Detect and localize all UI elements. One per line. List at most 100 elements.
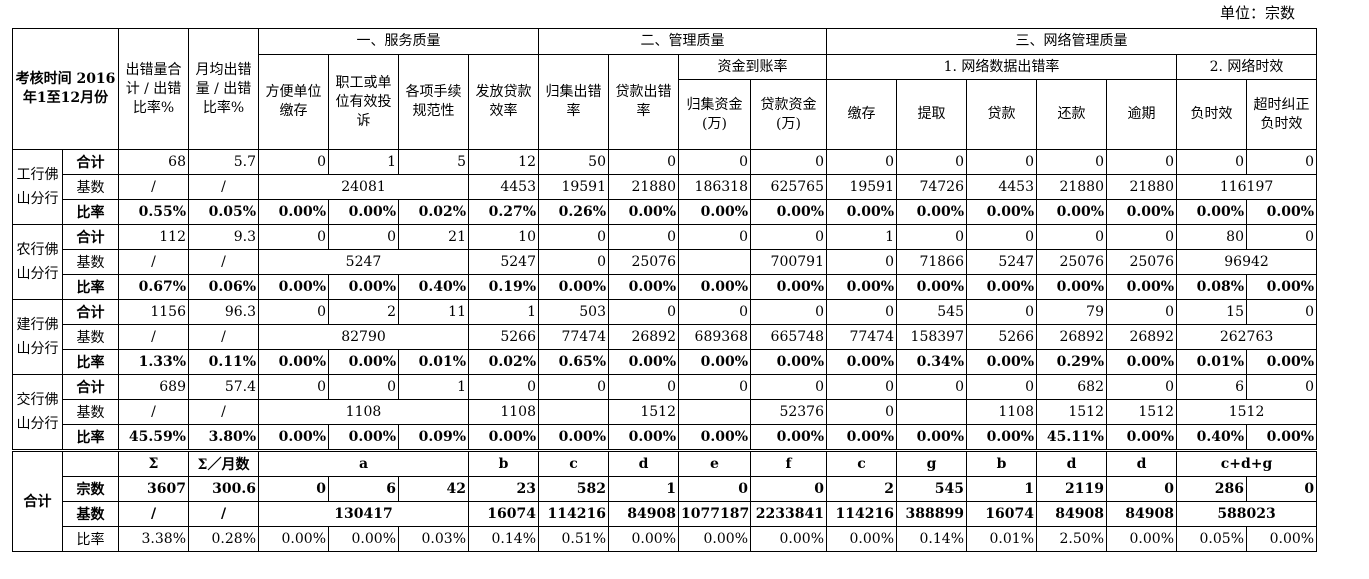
- table-cell: 26892: [608, 324, 679, 350]
- table-cell: 625765: [750, 174, 827, 200]
- table-cell: 0: [1106, 224, 1177, 250]
- table-cell: f: [750, 449, 827, 477]
- table-cell: 0.00%: [1176, 199, 1247, 225]
- table-cell: b: [468, 449, 539, 477]
- table-cell: 5266: [966, 324, 1037, 350]
- table-cell: 25076: [1106, 249, 1177, 275]
- table-cell: 0.00%: [896, 424, 967, 451]
- col-header: 提取: [896, 79, 967, 150]
- table-cell: 0.00%: [1106, 199, 1177, 225]
- table-cell: 0.14%: [468, 526, 539, 552]
- table-cell: 52376: [750, 399, 827, 425]
- bank-name: 建行佛山分行: [12, 299, 63, 375]
- table-cell: 26892: [1036, 324, 1107, 350]
- col-header: 超时纠正负时效: [1245, 79, 1318, 150]
- table-cell: 682: [1036, 374, 1107, 400]
- table-cell: 0: [826, 374, 897, 400]
- table-cell: 1108: [468, 399, 539, 425]
- table-cell: 19591: [826, 174, 897, 200]
- table-cell: 0.40%: [398, 274, 469, 300]
- table-cell: 5266: [468, 324, 539, 350]
- table-cell: 3.38%: [118, 526, 189, 552]
- row-label-total: 合计: [62, 299, 119, 325]
- table-cell: Σ／月数: [188, 449, 259, 477]
- table-cell: 0.00%: [966, 199, 1037, 225]
- table-cell: 0.00%: [328, 424, 399, 451]
- table-cell: 0.00%: [608, 424, 679, 451]
- table-cell: 0.00%: [678, 274, 751, 300]
- table-cell: 45.59%: [118, 424, 189, 451]
- table-cell: 84908: [608, 501, 679, 527]
- table-cell: 0: [258, 149, 329, 175]
- table-cell: 0: [896, 149, 967, 175]
- table-cell: 2119: [1036, 476, 1107, 502]
- table-cell: 0: [258, 476, 329, 502]
- summary-label: 合计: [12, 449, 63, 552]
- table-cell: 116197: [1175, 174, 1318, 200]
- table-cell: 1.33%: [118, 349, 189, 375]
- table-cell: 0.00%: [328, 349, 399, 375]
- table-cell: 0: [1245, 224, 1318, 250]
- table-cell: 5: [398, 149, 469, 175]
- table-cell: 0.05%: [188, 199, 259, 225]
- table-cell: 1: [966, 476, 1037, 502]
- table-cell: 0: [468, 374, 539, 400]
- table-cell: 0: [1106, 374, 1177, 400]
- table-cell: 0.00%: [750, 274, 827, 300]
- row-label-base: 基数: [62, 174, 119, 200]
- table-cell: 0.00%: [1106, 349, 1177, 375]
- table-cell: 665748: [750, 324, 827, 350]
- table-cell: 0: [896, 224, 967, 250]
- table-row: 基数 //24081 4453 19591 21880 186318 625765 19591…: [13, 174, 1318, 200]
- table-cell: 130417: [258, 501, 469, 527]
- col-header: 负时效: [1176, 79, 1247, 150]
- table-cell: 0.00%: [750, 424, 827, 451]
- header-fund-rate: 资金到账率: [678, 54, 827, 80]
- table-cell: 545: [896, 299, 967, 325]
- table-cell: 0.08%: [1176, 274, 1247, 300]
- table-cell: [62, 449, 119, 477]
- table-cell: 1077187: [678, 501, 751, 527]
- table-cell: 0.00%: [538, 424, 609, 451]
- row-label-total: 合计: [62, 149, 119, 175]
- table-cell: 0.55%: [118, 199, 189, 225]
- table-cell: 186318: [678, 174, 751, 200]
- row-label-base: 基数: [62, 324, 119, 350]
- table-cell: /: [188, 324, 259, 350]
- table-cell: [538, 399, 609, 425]
- col-header: 方便单位缴存: [258, 54, 329, 150]
- summary-rate-row: 比率 3.38% 0.28% 0.00% 0.00% 0.03% 0.14% 0.51% 0.0…: [13, 526, 1318, 552]
- table-cell: 0: [826, 249, 897, 275]
- table-cell: e: [678, 449, 751, 477]
- table-cell: 57.4: [188, 374, 259, 400]
- table-cell: 588023: [1175, 501, 1318, 527]
- table-cell: [896, 399, 967, 425]
- table-cell: 0.00%: [826, 526, 897, 552]
- table-row: 交行佛山分行 合计 689 57.4 0 0 1 0 0 0 0 0 0 0 0 682 0 6 0: [12, 374, 1318, 451]
- table-cell: 0: [678, 224, 751, 250]
- table-cell: 23: [468, 476, 539, 502]
- table-cell: 0: [1036, 149, 1107, 175]
- row-label-count: 宗数: [62, 476, 119, 502]
- table-cell: 0.00%: [826, 274, 897, 300]
- table-cell: 21880: [1106, 174, 1177, 200]
- table-cell: /: [118, 324, 189, 350]
- table-cell: 82790: [258, 324, 469, 350]
- table-cell: 1512: [608, 399, 679, 425]
- table-cell: c+d+g: [1175, 449, 1318, 477]
- table-cell: 0.51%: [538, 526, 609, 552]
- table-cell: 1108: [966, 399, 1037, 425]
- table-cell: 114216: [538, 501, 609, 527]
- row-label-base: 基数: [62, 399, 119, 425]
- table-cell: 0.00%: [678, 199, 751, 225]
- table-cell: 10: [468, 224, 539, 250]
- table-row: 基数 //5247 5247 0 25076 700791 0 71866 5247 25076 2…: [13, 249, 1318, 275]
- table-cell: 0: [538, 374, 609, 400]
- table-cell: 24081: [258, 174, 469, 200]
- table-cell: 80: [1176, 224, 1247, 250]
- col-header: 职工或单位有效投诉: [328, 54, 399, 150]
- table-cell: 0.29%: [1036, 349, 1107, 375]
- col-header: 归集资金(万): [678, 79, 751, 150]
- table-cell: 0.14%: [896, 526, 967, 552]
- table-cell: /: [118, 249, 189, 275]
